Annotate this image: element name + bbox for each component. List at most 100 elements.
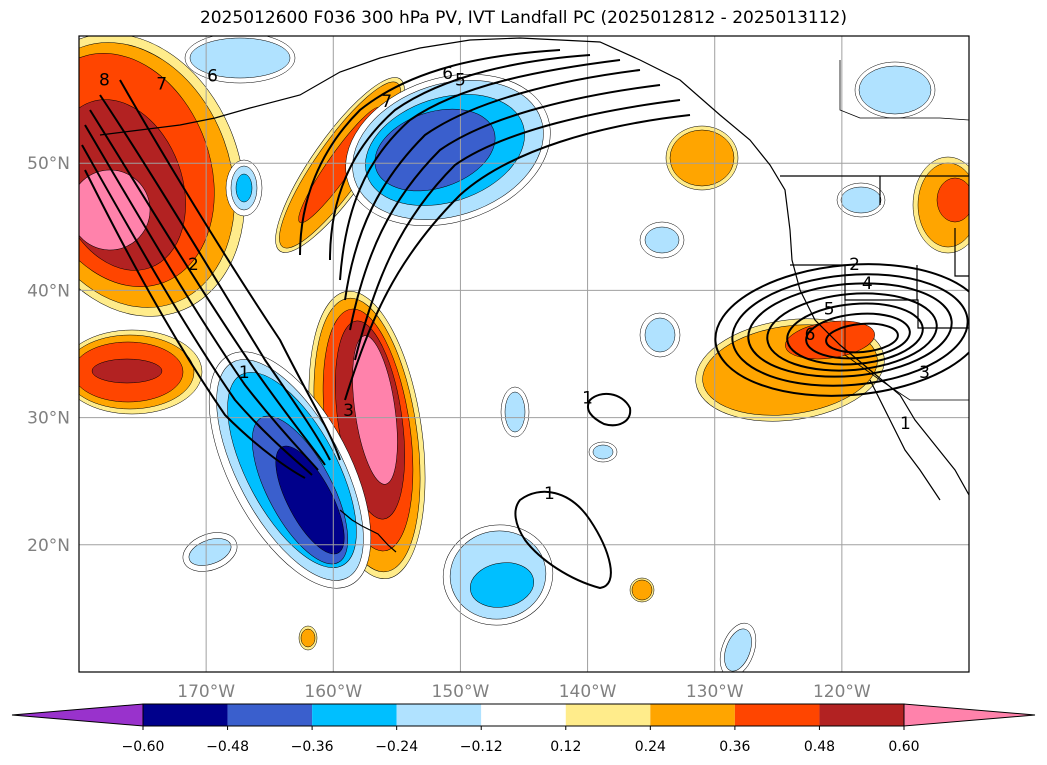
ivt-contour-closed-east xyxy=(786,302,924,366)
contour-label: 6 xyxy=(207,67,218,87)
chart-title: 2025012600 F036 300 hPa PV, IVT Landfall… xyxy=(199,8,847,28)
border-alaska xyxy=(839,60,969,121)
contour-label: 6 xyxy=(805,325,816,345)
ivt-contour-line xyxy=(354,99,681,361)
lon-tick-label: 160°W xyxy=(304,682,362,702)
pv-blob-negative-gulf xyxy=(345,73,551,227)
colorbar-segment xyxy=(565,704,651,726)
ivt-contour-line xyxy=(339,59,621,281)
colorbar-segment xyxy=(227,704,313,726)
contour-label: 7 xyxy=(156,74,167,94)
ivt-contour-line xyxy=(89,109,326,466)
colorbar-tick-label: −0.12 xyxy=(460,739,503,755)
pv-blob-negative-small-8 xyxy=(836,182,886,218)
colorbar-segment xyxy=(312,704,397,726)
colorbar-tick-label: 0.60 xyxy=(888,739,919,755)
lat-tick-label: 40°N xyxy=(27,281,70,301)
colorbar-segment xyxy=(143,704,228,726)
pv-blob-positive-small-2 xyxy=(298,625,318,651)
pv-fill-layer xyxy=(644,317,676,353)
ivt-contour-line xyxy=(119,79,341,461)
lon-tick-label: 140°W xyxy=(559,682,617,702)
colorbar-extend-min xyxy=(11,703,144,727)
colorbar-tick-label: 0.24 xyxy=(635,739,666,755)
contour-label: 3 xyxy=(343,401,354,421)
pv-blob-positive-small-1 xyxy=(629,577,655,603)
colorbar: −0.60 −0.48 −0.36 −0.24 −0.12 0.12 0.24 0.36 0.4… xyxy=(11,703,1036,755)
pv-blob-positive-ne-small xyxy=(665,125,739,191)
pv-fill-layer xyxy=(352,335,398,485)
border-us-mexico xyxy=(844,265,969,401)
pv-fill-layer xyxy=(470,562,534,608)
lon-tick-label: 120°W xyxy=(813,682,871,702)
pv-blob-negative-small-9 xyxy=(719,622,757,672)
colorbar-tick-label: 0.12 xyxy=(550,739,581,755)
pv-fill-layer xyxy=(936,177,969,223)
ivt-contour-closed-east xyxy=(805,312,911,360)
contour-label: 3 xyxy=(919,363,930,383)
ivt-contour-line xyxy=(81,144,313,476)
baja-california xyxy=(869,379,941,501)
ivt-contour-line xyxy=(84,169,306,479)
pv-fill-layer xyxy=(235,173,253,203)
ivt-contour-line xyxy=(344,69,641,301)
contour-label: 1 xyxy=(900,414,911,434)
pv-fill-layer xyxy=(504,391,526,433)
colorbar-tick-label: −0.36 xyxy=(291,739,334,755)
colorbar-tick-label: −0.60 xyxy=(122,739,165,755)
contour-label: 8 xyxy=(99,71,110,91)
colorbar-segment xyxy=(819,704,904,726)
ivt-contour-line xyxy=(299,49,561,256)
pv-blob-negative-south xyxy=(442,524,554,626)
ivt-contour-line xyxy=(99,94,331,461)
contour-label: 5 xyxy=(824,299,835,319)
ivt-contour-closed-east xyxy=(825,322,899,354)
lat-tick-label: 20°N xyxy=(27,536,70,556)
colorbar-segment xyxy=(481,704,566,726)
colorbar-tick-label: −0.48 xyxy=(206,739,249,755)
colorbar-tick-label: 0.48 xyxy=(804,739,835,755)
ivt-contour-closed-east xyxy=(747,282,953,378)
ivt-contour-closed-east xyxy=(714,263,969,397)
contour-label: 2 xyxy=(188,255,199,275)
pv-anomaly-fills xyxy=(79,36,969,672)
coastlines xyxy=(99,37,969,553)
pv-fill-layer xyxy=(91,358,163,384)
colorbar-tick-label: −0.24 xyxy=(375,739,418,755)
lon-tick-label: 130°W xyxy=(686,682,744,702)
contour-label: 7 xyxy=(381,92,392,112)
colorbar-extend-max xyxy=(903,703,1036,727)
contour-label: 4 xyxy=(862,274,873,294)
lat-tick-label: 50°N xyxy=(27,154,70,174)
axis-tick-labels: 170°W 160°W 150°W 140°W 130°W 120°W 20°N 30°N 40… xyxy=(27,154,871,702)
map-frame xyxy=(78,35,970,673)
ivt-contour-closed-south xyxy=(514,490,612,590)
pv-fill-layer xyxy=(592,444,614,460)
pv-fill-layer xyxy=(631,579,653,601)
pv-blob-negative-small-3 xyxy=(639,312,681,358)
coastline-north-america xyxy=(99,37,969,496)
pv-blob-positive-far-east xyxy=(912,156,969,254)
pv-blob-negative-small-7 xyxy=(184,36,296,84)
contour-label: 1 xyxy=(582,389,593,409)
lon-tick-label: 150°W xyxy=(432,682,490,702)
pv-fill-layer xyxy=(858,65,932,115)
pv-fill-layer xyxy=(374,108,496,192)
contour-label: 6 xyxy=(442,64,453,84)
lon-tick-label: 170°W xyxy=(177,682,235,702)
pv-fill-layer xyxy=(189,37,291,79)
colorbar-frame xyxy=(142,703,905,727)
colorbar-segment xyxy=(650,704,735,726)
pv-blob-negative-small-4 xyxy=(500,386,530,438)
pv-blob-negative-small-1 xyxy=(225,159,263,217)
contour-label: 1 xyxy=(544,484,555,504)
ivt-contour-closed-east xyxy=(766,292,938,372)
pv-blob-negative-small-10 xyxy=(588,441,618,463)
lat-tick-label: 30°N xyxy=(27,409,70,429)
pv-fill-layer xyxy=(669,129,735,187)
pv-fill-layer xyxy=(644,226,680,254)
pv-blob-west xyxy=(79,329,203,415)
pv-fill-layer xyxy=(724,628,752,672)
